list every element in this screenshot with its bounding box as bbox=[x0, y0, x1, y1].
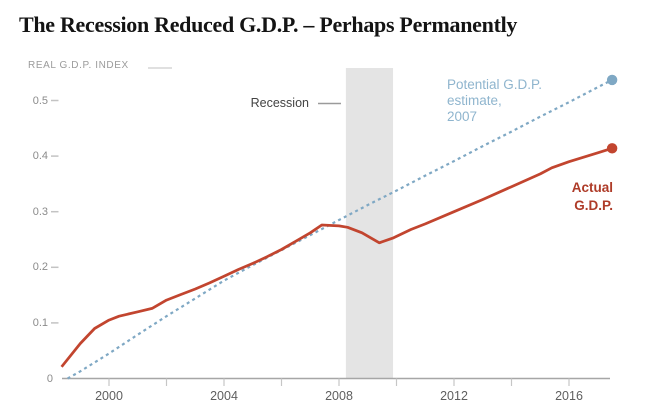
actual-label-line-2: G.D.P. bbox=[574, 198, 613, 213]
chart-title: The Recession Reduced G.D.P. – Perhaps P… bbox=[19, 12, 518, 37]
recession-band bbox=[345, 68, 394, 379]
y-tick-label: 0 bbox=[46, 372, 53, 385]
y-tick-label: 0.2 bbox=[32, 261, 48, 274]
y-tick-label: 0.3 bbox=[32, 205, 48, 218]
y-tick-label: 0.1 bbox=[32, 316, 48, 329]
potential-endpoint-dot bbox=[606, 74, 618, 86]
x-tick-label: 2012 bbox=[440, 389, 468, 403]
actual-gdp-series-label: Actual G.D.P. bbox=[572, 179, 613, 215]
y-axis-unit-label: REAL G.D.P. INDEX bbox=[28, 60, 129, 71]
x-tick-label: 2016 bbox=[555, 389, 583, 403]
x-tick-label: 2000 bbox=[95, 389, 123, 403]
potential-label-line-3: 2007 bbox=[447, 109, 478, 124]
y-tick-label: 0.4 bbox=[32, 150, 48, 163]
potential-label-line-1: Potential G.D.P. bbox=[447, 77, 543, 92]
x-tick-label: 2008 bbox=[325, 389, 353, 403]
top-tick-dash bbox=[148, 67, 172, 69]
actual-gdp-line bbox=[60, 146, 613, 368]
x-tick-label: 2004 bbox=[210, 389, 238, 403]
potential-gdp-line bbox=[67, 78, 613, 380]
potential-gdp-series-label: Potential G.D.P. estimate, 2007 bbox=[447, 77, 542, 125]
y-tick-label: 0.5 bbox=[32, 94, 48, 107]
recession-annotation-label: Recession bbox=[250, 96, 309, 110]
potential-label-line-2: estimate, bbox=[447, 93, 502, 108]
actual-label-line-1: Actual bbox=[571, 180, 613, 195]
actual-endpoint-dot bbox=[606, 143, 618, 154]
